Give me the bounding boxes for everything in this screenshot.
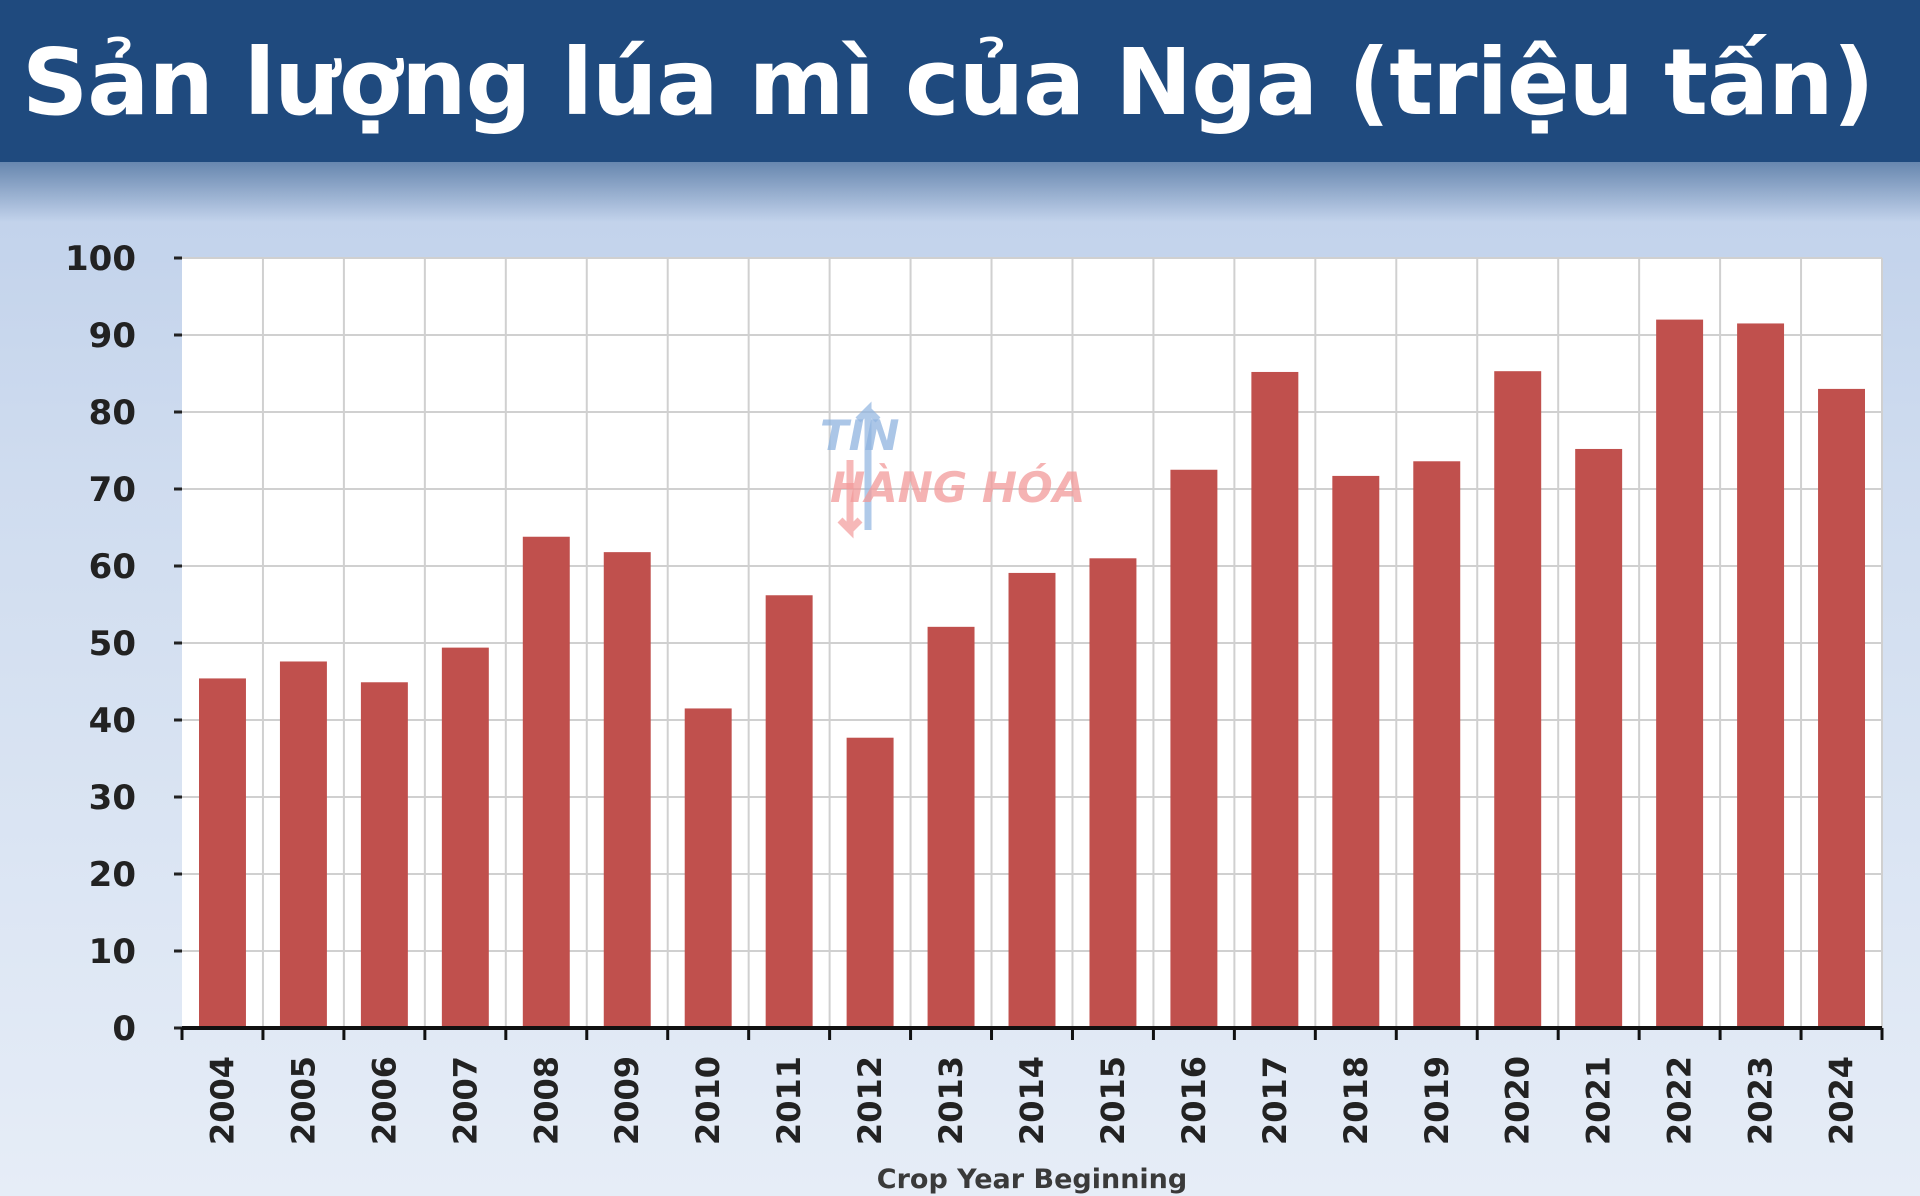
bar-2008: [522, 536, 570, 1028]
banner-shadow: [0, 162, 1920, 222]
x-tick-label: 2023: [1742, 1056, 1780, 1145]
bar-2017: [1251, 371, 1299, 1029]
watermark-arrow-up-icon: [855, 401, 881, 530]
x-tick-label: 2006: [365, 1056, 403, 1145]
bar-2005: [279, 661, 327, 1028]
bar-series: [199, 319, 1865, 1029]
x-tick-label: 2015: [1094, 1056, 1132, 1145]
x-tick-label: 2021: [1580, 1056, 1618, 1145]
bar-2013: [927, 626, 975, 1028]
x-tick-label: 2013: [932, 1056, 970, 1145]
bar-2024: [1818, 388, 1865, 1028]
watermark-line2: HÀNG HÓA: [830, 462, 1085, 512]
y-tick-label: 10: [89, 932, 136, 972]
watermark-arrow-down-icon: [837, 460, 863, 539]
x-tick-label: 2008: [527, 1056, 565, 1145]
bar-2015: [1089, 558, 1137, 1028]
x-tick-label: 2024: [1823, 1056, 1861, 1145]
x-tick-label: 2010: [689, 1056, 727, 1145]
bar-2022: [1656, 319, 1704, 1029]
bar-2004: [199, 678, 246, 1028]
bar-2011: [765, 595, 813, 1028]
bar-2014: [1008, 572, 1056, 1028]
y-tick-label: 70: [89, 470, 136, 510]
x-tick-label: 2012: [851, 1056, 889, 1145]
y-tick-label: 0: [112, 1009, 136, 1049]
x-tick-label: 2017: [1256, 1056, 1294, 1145]
bar-2012: [846, 737, 894, 1028]
bar-2020: [1494, 371, 1542, 1028]
y-tick-label: 30: [89, 778, 136, 818]
x-tick-label: 2014: [1013, 1056, 1051, 1145]
x-tick-label: 2009: [608, 1056, 646, 1145]
bar-2010: [684, 708, 732, 1028]
y-tick-label: 20: [89, 855, 136, 895]
watermark-line1: TIN: [820, 411, 899, 460]
chart-title: Sản lượng lúa mì của Nga (triệu tấn): [22, 29, 1875, 136]
x-axis-ticks: 2004 2005 2006 2007 2008 2009 2010 2011 2012 2013…: [180, 1028, 1884, 1145]
y-tick-label: 100: [65, 239, 136, 279]
bar-2006: [360, 682, 408, 1028]
bar-2023: [1737, 323, 1785, 1028]
x-tick-label: 2004: [203, 1056, 241, 1145]
watermark-logo: TIN HÀNG HÓA: [820, 401, 1085, 539]
x-tick-label: 2020: [1499, 1056, 1537, 1145]
y-tick-label: 40: [89, 701, 136, 741]
x-axis-label: Crop Year Beginning: [877, 1164, 1187, 1195]
x-tick-label: 2018: [1337, 1056, 1375, 1145]
title-banner: Sản lượng lúa mì của Nga (triệu tấn): [0, 0, 1920, 162]
x-tick-label: 2007: [446, 1056, 484, 1145]
y-tick-label: 60: [89, 547, 136, 587]
x-tick-label: 2011: [770, 1056, 808, 1145]
x-tick-label: 2019: [1418, 1056, 1456, 1145]
y-tick-label: 80: [89, 393, 136, 433]
bar-2018: [1332, 475, 1380, 1028]
bar-2016: [1170, 469, 1218, 1028]
bar-2021: [1575, 448, 1623, 1029]
x-tick-label: 2005: [284, 1056, 322, 1145]
y-tick-label: 50: [89, 624, 136, 664]
x-tick-label: 2016: [1175, 1056, 1213, 1145]
y-tick-label: 90: [89, 316, 136, 356]
y-axis-ticks: 0 10 20 30 40 50 60 70 80 90 100: [65, 239, 182, 1049]
bar-2019: [1413, 461, 1461, 1028]
x-tick-label: 2022: [1661, 1056, 1699, 1145]
bar-2009: [603, 552, 651, 1028]
bar-2007: [441, 647, 489, 1028]
